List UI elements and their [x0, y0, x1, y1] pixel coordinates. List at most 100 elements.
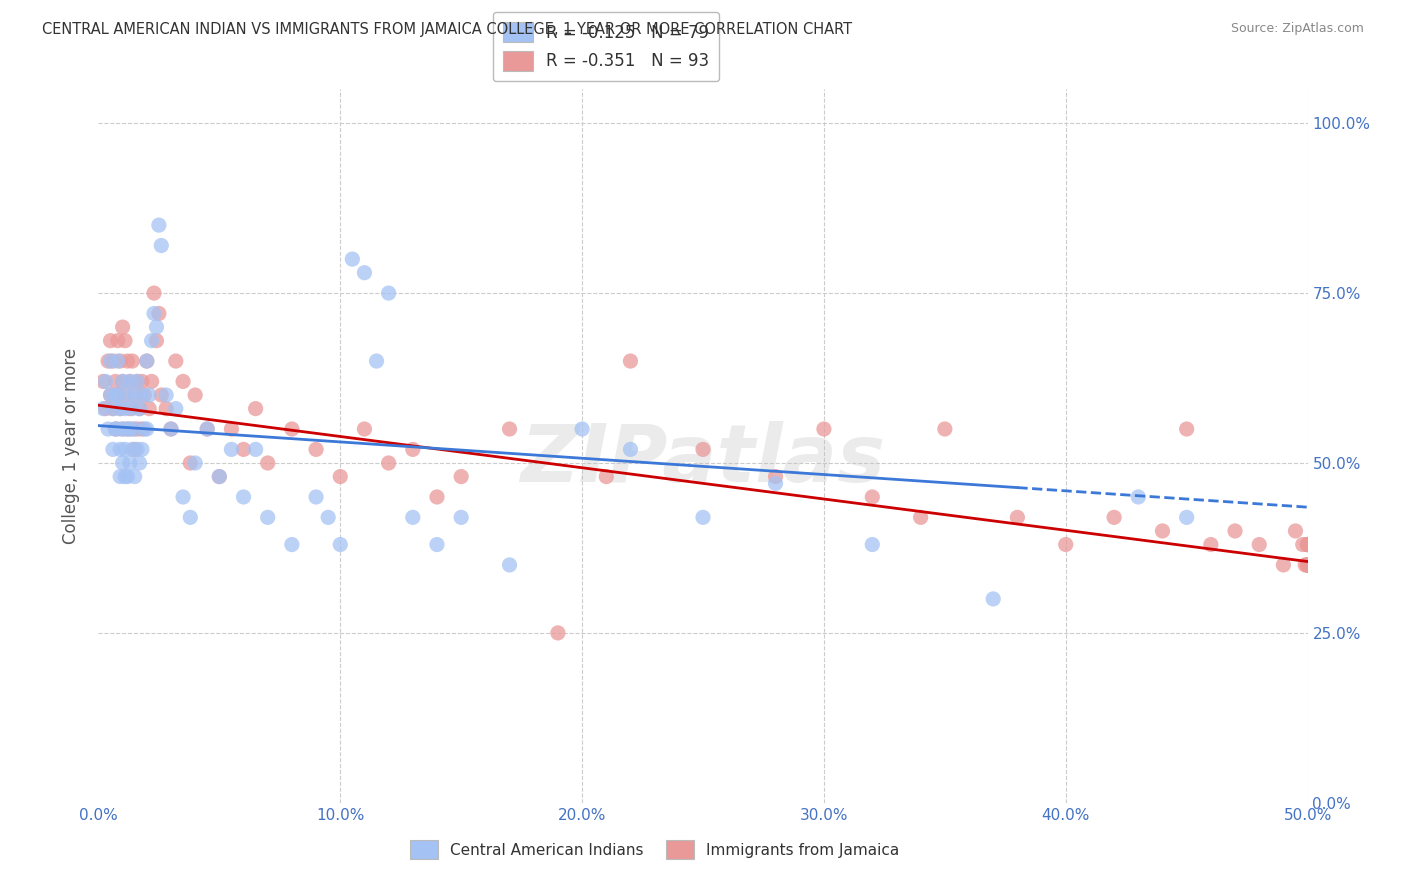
- Point: [124, 442, 146, 457]
- Point: [1296, 558, 1319, 572]
- Point: [118, 375, 141, 389]
- Point: [1296, 558, 1319, 572]
- Point: [221, 422, 243, 436]
- Point: [127, 422, 149, 436]
- Point: [145, 320, 167, 334]
- Point: [256, 456, 278, 470]
- Point: [1296, 558, 1319, 572]
- Point: [1199, 537, 1222, 551]
- Point: [910, 510, 932, 524]
- Point: [165, 354, 187, 368]
- Text: Source: ZipAtlas.com: Source: ZipAtlas.com: [1230, 22, 1364, 36]
- Point: [305, 490, 328, 504]
- Point: [208, 469, 231, 483]
- Point: [160, 422, 183, 436]
- Point: [108, 401, 131, 416]
- Point: [765, 469, 787, 483]
- Point: [114, 401, 136, 416]
- Point: [141, 375, 163, 389]
- Point: [1296, 558, 1319, 572]
- Point: [377, 456, 399, 470]
- Point: [138, 388, 160, 402]
- Point: [305, 442, 328, 457]
- Point: [107, 334, 129, 348]
- Point: [107, 388, 129, 402]
- Point: [114, 388, 136, 402]
- Point: [143, 306, 166, 320]
- Point: [107, 422, 129, 436]
- Point: [184, 388, 207, 402]
- Point: [184, 456, 207, 470]
- Point: [118, 401, 141, 416]
- Point: [934, 422, 956, 436]
- Text: CENTRAL AMERICAN INDIAN VS IMMIGRANTS FROM JAMAICA COLLEGE, 1 YEAR OR MORE CORRE: CENTRAL AMERICAN INDIAN VS IMMIGRANTS FR…: [42, 22, 852, 37]
- Point: [121, 354, 143, 368]
- Point: [377, 286, 399, 301]
- Point: [131, 442, 153, 457]
- Point: [94, 375, 117, 389]
- Point: [150, 388, 173, 402]
- Point: [353, 266, 375, 280]
- Point: [426, 490, 449, 504]
- Point: [100, 388, 122, 402]
- Point: [124, 422, 146, 436]
- Point: [1294, 558, 1316, 572]
- Point: [1284, 524, 1306, 538]
- Point: [121, 442, 143, 457]
- Point: [1175, 422, 1198, 436]
- Point: [150, 238, 173, 252]
- Point: [148, 218, 170, 232]
- Point: [765, 476, 787, 491]
- Point: [232, 490, 254, 504]
- Point: [117, 354, 139, 368]
- Point: [111, 422, 134, 436]
- Point: [91, 401, 114, 416]
- Point: [619, 354, 641, 368]
- Point: [128, 456, 150, 470]
- Point: [134, 422, 156, 436]
- Point: [107, 388, 129, 402]
- Point: [117, 388, 139, 402]
- Point: [342, 252, 364, 266]
- Point: [595, 469, 617, 483]
- Point: [134, 388, 156, 402]
- Point: [172, 490, 194, 504]
- Point: [124, 469, 146, 483]
- Point: [148, 306, 170, 320]
- Point: [1102, 510, 1125, 524]
- Point: [97, 422, 120, 436]
- Point: [100, 388, 122, 402]
- Point: [117, 422, 139, 436]
- Point: [111, 375, 134, 389]
- Point: [91, 375, 114, 389]
- Point: [1296, 558, 1319, 572]
- Point: [316, 510, 339, 524]
- Point: [104, 422, 127, 436]
- Point: [111, 375, 134, 389]
- Point: [366, 354, 388, 368]
- Point: [145, 334, 167, 348]
- Point: [232, 442, 254, 457]
- Point: [128, 401, 150, 416]
- Point: [426, 537, 449, 551]
- Point: [172, 375, 194, 389]
- Point: [131, 375, 153, 389]
- Point: [450, 469, 472, 483]
- Point: [1272, 558, 1295, 572]
- Point: [128, 401, 150, 416]
- Point: [329, 469, 352, 483]
- Point: [100, 354, 122, 368]
- Point: [1007, 510, 1029, 524]
- Point: [104, 375, 127, 389]
- Point: [101, 442, 124, 457]
- Point: [402, 510, 425, 524]
- Point: [256, 510, 278, 524]
- Point: [245, 401, 267, 416]
- Point: [1128, 490, 1150, 504]
- Point: [450, 510, 472, 524]
- Point: [108, 442, 131, 457]
- Point: [100, 334, 122, 348]
- Point: [1296, 558, 1319, 572]
- Point: [498, 422, 520, 436]
- Point: [104, 422, 127, 436]
